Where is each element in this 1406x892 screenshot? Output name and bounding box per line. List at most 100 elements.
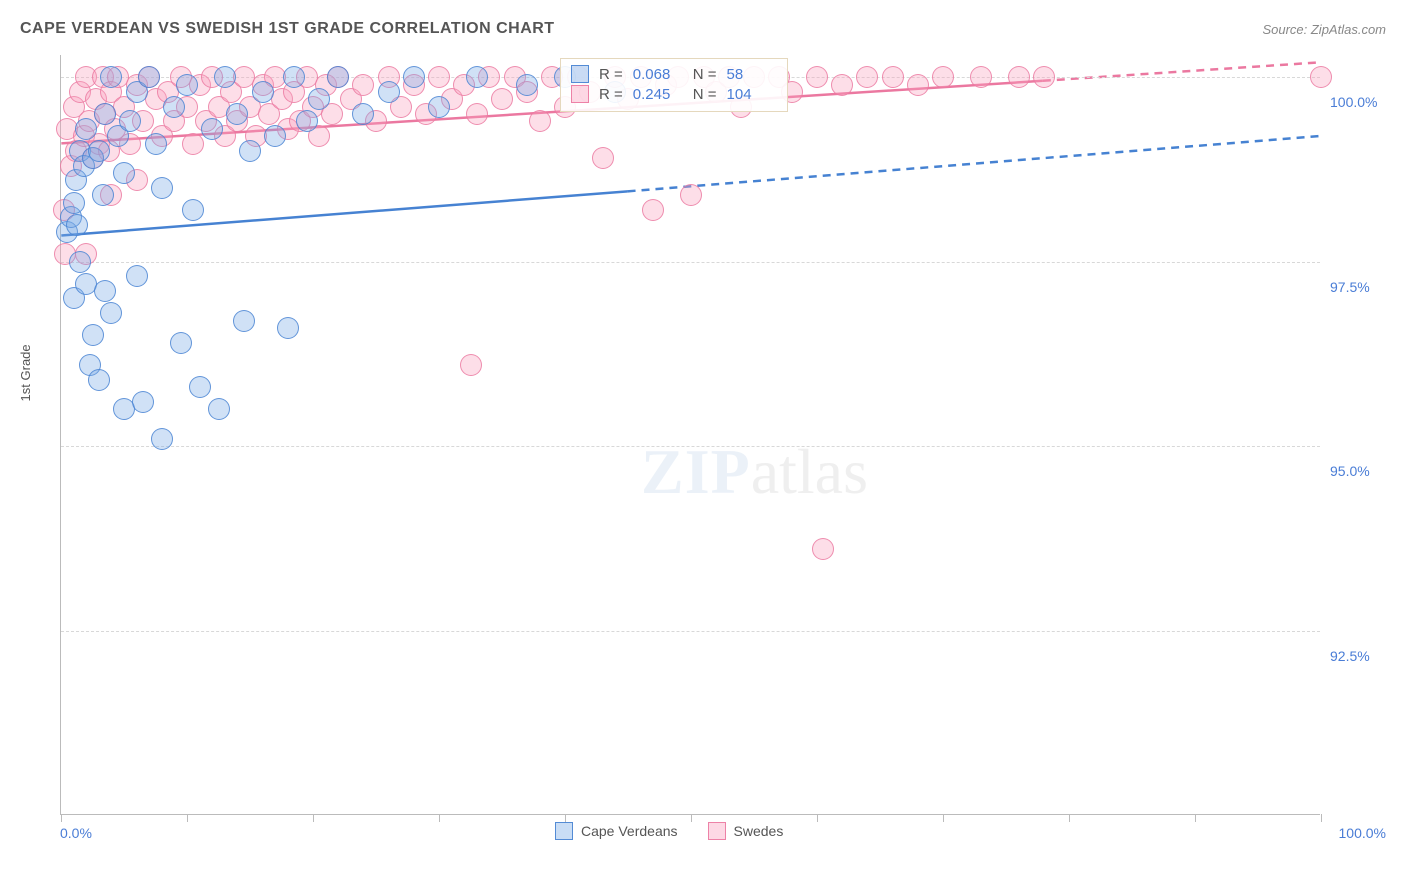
scatter-point <box>63 192 85 214</box>
ytick-label: 92.5% <box>1330 648 1390 664</box>
xaxis-min-label: 0.0% <box>60 825 92 841</box>
scatter-point <box>352 74 374 96</box>
scatter-point <box>88 369 110 391</box>
scatter-point <box>88 140 110 162</box>
gridline <box>61 631 1320 632</box>
scatter-point <box>970 66 992 88</box>
scatter-point <box>642 199 664 221</box>
scatter-point <box>466 66 488 88</box>
scatter-point <box>69 251 91 273</box>
n-value-pink: 104 <box>727 86 777 103</box>
swatch-blue <box>571 65 589 83</box>
xtick <box>187 814 188 822</box>
xtick <box>61 814 62 822</box>
scatter-point <box>119 110 141 132</box>
scatter-point <box>812 538 834 560</box>
legend-item-cape-verdeans: Cape Verdeans <box>555 822 678 840</box>
chart-title: CAPE VERDEAN VS SWEDISH 1ST GRADE CORREL… <box>20 20 555 38</box>
legend-item-swedes: Swedes <box>708 822 784 840</box>
scatter-point <box>1033 66 1055 88</box>
scatter-point <box>460 354 482 376</box>
n-label: N = <box>693 86 717 103</box>
scatter-point <box>82 324 104 346</box>
n-value-blue: 58 <box>727 66 777 83</box>
scatter-point <box>75 118 97 140</box>
scatter-point <box>529 110 551 132</box>
swatch-blue <box>555 822 573 840</box>
scatter-point <box>283 66 305 88</box>
n-label: N = <box>693 66 717 83</box>
scatter-point <box>907 74 929 96</box>
scatter-point <box>239 140 261 162</box>
legend-correlation: R = 0.068 N = 58 R = 0.245 N = 104 <box>560 58 788 112</box>
r-label: R = <box>599 66 623 83</box>
scatter-point <box>138 66 160 88</box>
legend-row-blue: R = 0.068 N = 58 <box>571 65 777 83</box>
scatter-point <box>277 317 299 339</box>
scatter-point <box>428 96 450 118</box>
legend-row-pink: R = 0.245 N = 104 <box>571 85 777 103</box>
scatter-point <box>182 199 204 221</box>
scatter-point <box>831 74 853 96</box>
scatter-point <box>208 398 230 420</box>
scatter-point <box>882 66 904 88</box>
xtick <box>1195 814 1196 822</box>
legend-label: Cape Verdeans <box>581 823 678 839</box>
swatch-pink <box>708 822 726 840</box>
scatter-point <box>132 391 154 413</box>
scatter-point <box>145 133 167 155</box>
ytick-label: 97.5% <box>1330 279 1390 295</box>
gridline <box>61 262 1320 263</box>
scatter-point <box>1008 66 1030 88</box>
scatter-point <box>252 81 274 103</box>
scatter-point <box>126 265 148 287</box>
scatter-point <box>176 74 198 96</box>
scatter-point <box>308 88 330 110</box>
scatter-point <box>327 66 349 88</box>
scatter-point <box>151 428 173 450</box>
r-value-pink: 0.245 <box>633 86 683 103</box>
scatter-point <box>214 66 236 88</box>
xtick <box>691 814 692 822</box>
scatter-point <box>352 103 374 125</box>
scatter-point <box>182 133 204 155</box>
scatter-point <box>856 66 878 88</box>
scatter-point <box>100 66 122 88</box>
scatter-point <box>428 66 450 88</box>
scatter-point <box>592 147 614 169</box>
legend-label: Swedes <box>734 823 784 839</box>
r-value-blue: 0.068 <box>633 66 683 83</box>
scatter-point <box>516 74 538 96</box>
scatter-point <box>378 81 400 103</box>
yaxis-title: 1st Grade <box>18 344 33 401</box>
scatter-point <box>66 214 88 236</box>
source-label: Source: ZipAtlas.com <box>1262 22 1386 37</box>
ytick-label: 100.0% <box>1330 94 1390 110</box>
scatter-point <box>189 376 211 398</box>
scatter-point <box>233 310 255 332</box>
ytick-label: 95.0% <box>1330 463 1390 479</box>
plot-area: ZIPatlas 92.5%95.0%97.5%100.0% <box>60 55 1320 815</box>
scatter-point <box>201 118 223 140</box>
legend-series: Cape Verdeans Swedes <box>555 822 783 840</box>
scatter-point <box>1310 66 1332 88</box>
scatter-point <box>113 162 135 184</box>
scatter-point <box>170 332 192 354</box>
scatter-point <box>403 66 425 88</box>
scatter-point <box>226 103 248 125</box>
scatter-point <box>264 125 286 147</box>
scatter-point <box>806 66 828 88</box>
scatter-point <box>163 96 185 118</box>
scatter-point <box>296 110 318 132</box>
xtick <box>1321 814 1322 822</box>
scatter-point <box>100 302 122 324</box>
gridline <box>61 446 1320 447</box>
scatter-point <box>94 103 116 125</box>
regression-lines <box>61 55 1320 814</box>
scatter-point <box>680 184 702 206</box>
scatter-point <box>94 280 116 302</box>
xtick <box>1069 814 1070 822</box>
xtick <box>817 814 818 822</box>
scatter-point <box>151 177 173 199</box>
xtick <box>943 814 944 822</box>
